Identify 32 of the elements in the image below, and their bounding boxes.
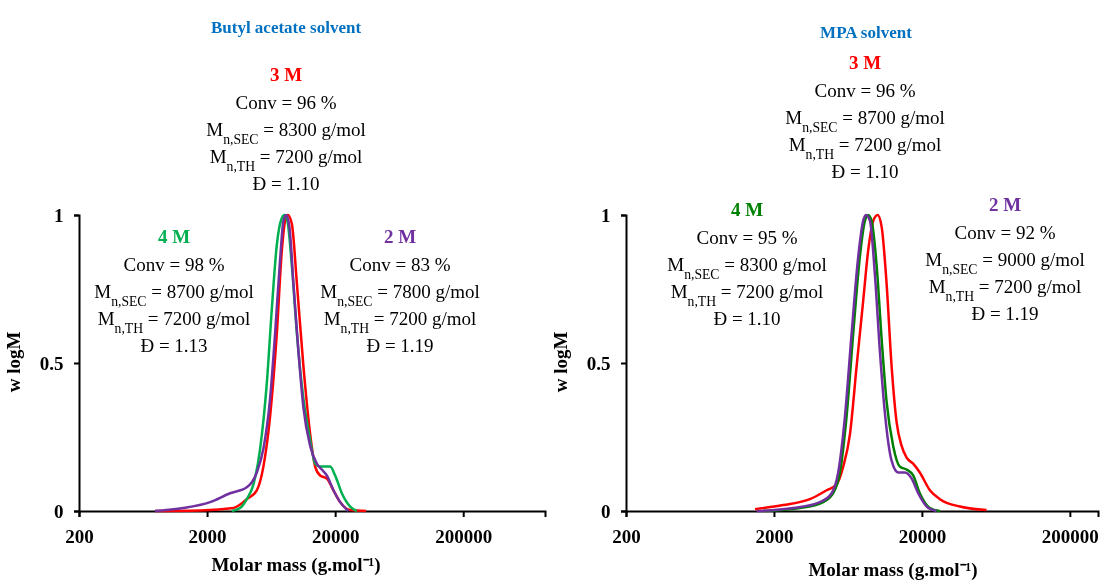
text: Conv = 92 % M$_{n,SEC}$ = 9000 g/mol M$_{n,TH}$ = 7200 g/mol Đ = 1.19 xyxy=(925,222,1085,324)
x-tick-label: 20000 xyxy=(898,525,947,547)
x-tick-label: 200 xyxy=(612,525,641,547)
x-tick-label: 200 xyxy=(65,525,94,547)
y-tick-label: 0 xyxy=(53,500,64,522)
y-tick-label: 1 xyxy=(600,204,611,226)
y-tick-label: 0 xyxy=(600,500,611,522)
chart-title: MPA solvent xyxy=(820,23,913,42)
text: Conv = 83 % M$_{n,SEC}$ = 7800 g/mol M$_{n,TH}$ = 7200 g/mol Đ = 1.19 xyxy=(320,254,480,356)
x-tick-label: 200000 xyxy=(435,525,493,547)
text: Conv = 98 % M$_{n,SEC}$ = 8700 g/mol M$_{n,TH}$ = 7200 g/mol Đ = 1.13 xyxy=(94,254,254,356)
x-axis-title: Molar mass (g.mol⁻¹) xyxy=(808,559,978,581)
text: 2 M xyxy=(988,194,1022,215)
x-tick-label: 200000 xyxy=(1041,525,1099,547)
text: 3 M xyxy=(848,52,882,73)
text: 4 M xyxy=(157,226,191,247)
x-tick-label: 2000 xyxy=(755,525,794,547)
y-tick-label: 0.5 xyxy=(39,352,64,374)
x-tick-label: 20000 xyxy=(311,525,360,547)
y-tick-label: 1 xyxy=(53,204,64,226)
x-axis-title: Molar mass (g.mol⁻¹) xyxy=(211,554,381,576)
text: 4 M xyxy=(730,199,764,220)
y-tick-label: 0.5 xyxy=(586,352,611,374)
text: Conv = 96 % M$_{n,SEC}$ = 8700 g/mol M$_{n,TH}$ = 7200 g/mol Đ = 1.10 xyxy=(785,80,945,182)
text: Conv = 96 % M$_{n,SEC}$ = 8300 g/mol M$_{n,TH}$ = 7200 g/mol Đ = 1.10 xyxy=(206,92,366,194)
y-axis-title: w logM xyxy=(3,331,24,393)
x-tick-label: 2000 xyxy=(188,525,227,547)
chart-title: Butyl acetate solvent xyxy=(210,18,362,37)
text: 2 M xyxy=(383,226,417,247)
text: Conv = 95 % M$_{n,SEC}$ = 8300 g/mol M$_{n,TH}$ = 7200 g/mol Đ = 1.10 xyxy=(667,227,827,329)
y-axis-title: w logM xyxy=(550,331,571,393)
text: 3 M xyxy=(269,64,303,85)
